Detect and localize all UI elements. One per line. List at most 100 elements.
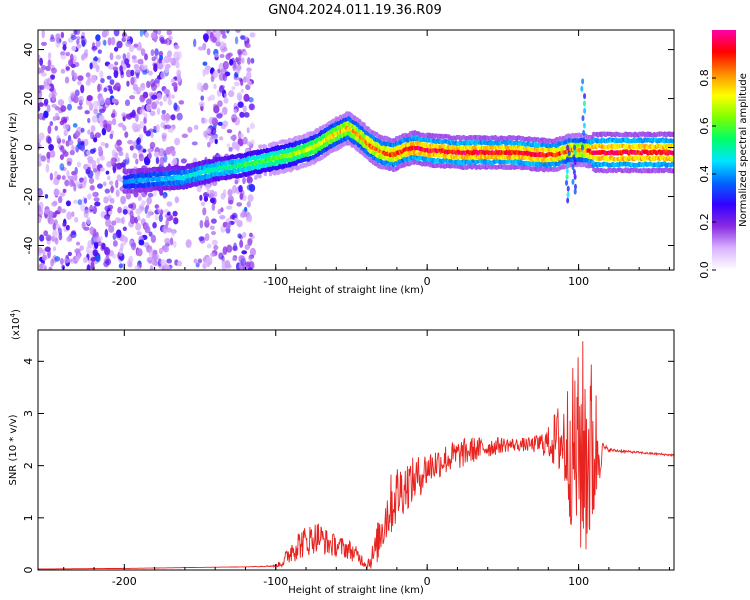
noise-blob xyxy=(38,157,42,165)
noise-blob xyxy=(154,48,159,57)
noise-blob xyxy=(76,161,82,168)
noise-blob xyxy=(117,206,122,214)
noise-blob xyxy=(93,137,98,143)
streak-cell xyxy=(581,115,585,122)
noise-blob xyxy=(42,249,46,256)
streak-cell xyxy=(582,137,586,144)
noise-blob xyxy=(228,90,235,98)
noise-blob xyxy=(47,136,52,145)
noise-blob xyxy=(105,170,110,175)
noise-blob xyxy=(124,131,129,139)
noise-blob xyxy=(167,50,173,58)
colorbar-label: Normalized spectral amplitude xyxy=(738,73,749,227)
noise-blob xyxy=(201,118,208,124)
noise-blob xyxy=(108,224,115,233)
noise-blob xyxy=(147,148,153,153)
noise-blob xyxy=(78,142,86,152)
noise-blob xyxy=(215,41,221,47)
noise-blob xyxy=(135,158,139,165)
noise-blob xyxy=(234,179,239,185)
noise-blob xyxy=(245,216,251,223)
noise-blob xyxy=(38,250,42,256)
noise-blob xyxy=(244,244,251,250)
noise-blob xyxy=(125,69,132,78)
noise-blob xyxy=(235,57,242,62)
snr-xlabel: Height of straight line (km) xyxy=(288,585,424,596)
noise-blob xyxy=(228,147,233,152)
noise-blob xyxy=(109,133,114,140)
noise-blob xyxy=(197,46,204,51)
noise-blob xyxy=(187,126,193,133)
noise-blob xyxy=(79,245,84,251)
noise-blob xyxy=(47,216,54,225)
streak-cell xyxy=(573,173,577,180)
noise-blob xyxy=(122,208,128,215)
colorbar-tick-label: 0.0 xyxy=(698,261,711,279)
noise-blob xyxy=(38,105,41,112)
y-tick-label: -20 xyxy=(22,188,35,206)
noise-blob xyxy=(111,117,117,126)
noise-blob xyxy=(57,195,63,204)
noise-blob xyxy=(93,241,99,250)
noise-blob xyxy=(247,194,254,203)
noise-blob xyxy=(167,98,173,106)
noise-blob xyxy=(240,255,246,263)
noise-blob xyxy=(193,258,198,264)
noise-blob xyxy=(242,51,248,56)
noise-blob xyxy=(48,144,54,152)
noise-blob xyxy=(125,152,129,160)
noise-blob xyxy=(94,201,101,207)
noise-blob xyxy=(222,120,229,127)
noise-blob xyxy=(144,53,148,61)
noise-blob xyxy=(45,234,52,242)
noise-blob xyxy=(49,149,56,158)
ridge-cell xyxy=(671,155,674,160)
noise-blob xyxy=(206,243,212,249)
noise-blob xyxy=(214,138,218,145)
noise-blob xyxy=(116,139,122,146)
noise-blob xyxy=(48,266,53,270)
noise-blob xyxy=(70,34,77,40)
noise-blob xyxy=(50,34,55,40)
noise-blob xyxy=(157,258,162,267)
noise-blob xyxy=(118,263,123,269)
noise-blob xyxy=(85,72,91,78)
noise-blob xyxy=(239,239,244,248)
noise-blob xyxy=(46,104,51,113)
noise-blob xyxy=(158,148,165,157)
noise-blob xyxy=(122,159,127,168)
noise-blob xyxy=(59,257,64,265)
noise-blob xyxy=(103,260,110,268)
noise-blob xyxy=(211,134,218,140)
noise-blob xyxy=(44,194,49,199)
noise-blob xyxy=(38,216,42,224)
noise-blob xyxy=(129,215,136,225)
noise-blob xyxy=(116,40,123,49)
noise-blob xyxy=(162,245,170,253)
noise-blob xyxy=(139,30,144,37)
noise-blob xyxy=(219,30,225,35)
noise-blob xyxy=(48,210,54,218)
noise-blob xyxy=(161,113,167,121)
noise-blob xyxy=(240,35,246,40)
noise-blob xyxy=(226,205,233,210)
y-tick-label: -40 xyxy=(22,237,35,255)
noise-blob xyxy=(244,206,248,212)
noise-blob xyxy=(162,95,168,102)
noise-blob xyxy=(83,197,88,204)
noise-blob xyxy=(109,89,114,95)
noise-blob xyxy=(86,264,91,270)
noise-blob xyxy=(213,244,219,251)
noise-blob xyxy=(136,248,143,257)
streak-cell xyxy=(573,188,577,195)
noise-blob xyxy=(113,69,119,79)
noise-blob xyxy=(135,113,139,123)
noise-blob xyxy=(99,108,106,114)
noise-blob xyxy=(204,215,210,225)
noise-blob xyxy=(73,199,79,204)
noise-blob xyxy=(81,221,86,229)
noise-blob xyxy=(211,117,218,126)
noise-blob xyxy=(199,194,203,201)
noise-blob xyxy=(149,110,156,117)
noise-blob xyxy=(54,170,58,178)
